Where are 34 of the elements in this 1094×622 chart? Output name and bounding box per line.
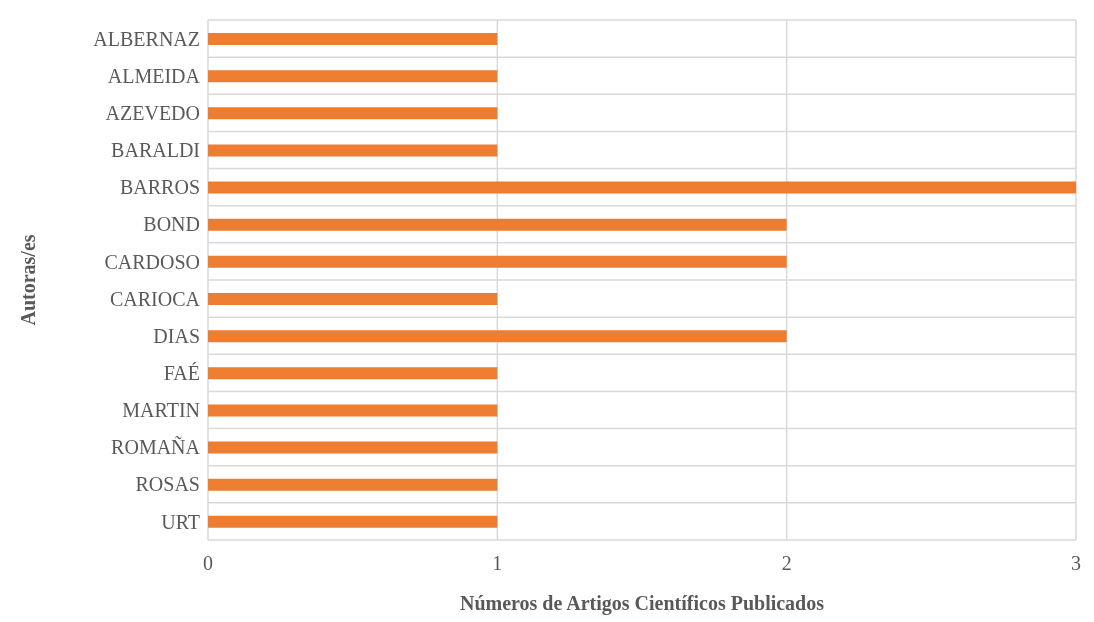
bar: [208, 478, 498, 491]
x-tick-label: 2: [781, 552, 792, 575]
y-tick-label: BARROS: [119, 176, 200, 199]
y-tick-label: ALMEIDA: [107, 64, 201, 87]
y-tick-label: FAÉ: [163, 361, 200, 384]
x-axis-title: Números de Artigos Científicos Publicados: [459, 592, 825, 615]
y-tick-label: MARTIN: [122, 399, 200, 422]
y-tick-label: DIAS: [153, 324, 200, 347]
bar: [208, 70, 498, 83]
bar: [208, 144, 498, 157]
y-tick-label: BOND: [143, 213, 200, 236]
bar: [208, 441, 498, 454]
y-tick-label: ROSAS: [135, 473, 200, 496]
x-tick-label: 3: [1071, 552, 1081, 575]
bar: [208, 293, 498, 305]
bar: [208, 515, 498, 528]
y-tick-label: ROMAÑA: [111, 435, 201, 459]
y-tick-label: URT: [161, 510, 200, 533]
y-tick-label: CARDOSO: [104, 250, 200, 273]
x-tick-label: 0: [203, 552, 213, 575]
y-axis-title: Autoras/es: [17, 234, 40, 326]
y-tick-label: CARIOCA: [109, 287, 201, 310]
y-tick-label: BARALDI: [111, 139, 200, 162]
y-tick-label: ALBERNAZ: [93, 27, 200, 50]
bar: [208, 181, 1076, 194]
bar: [208, 107, 498, 120]
bar: [208, 367, 498, 380]
bar: [208, 218, 787, 231]
y-tick-label: AZEVEDO: [105, 101, 200, 124]
x-tick-label: 1: [492, 552, 503, 575]
bar: [208, 33, 498, 45]
bar: [208, 404, 498, 417]
bar: [208, 330, 787, 343]
bar: [208, 255, 787, 268]
